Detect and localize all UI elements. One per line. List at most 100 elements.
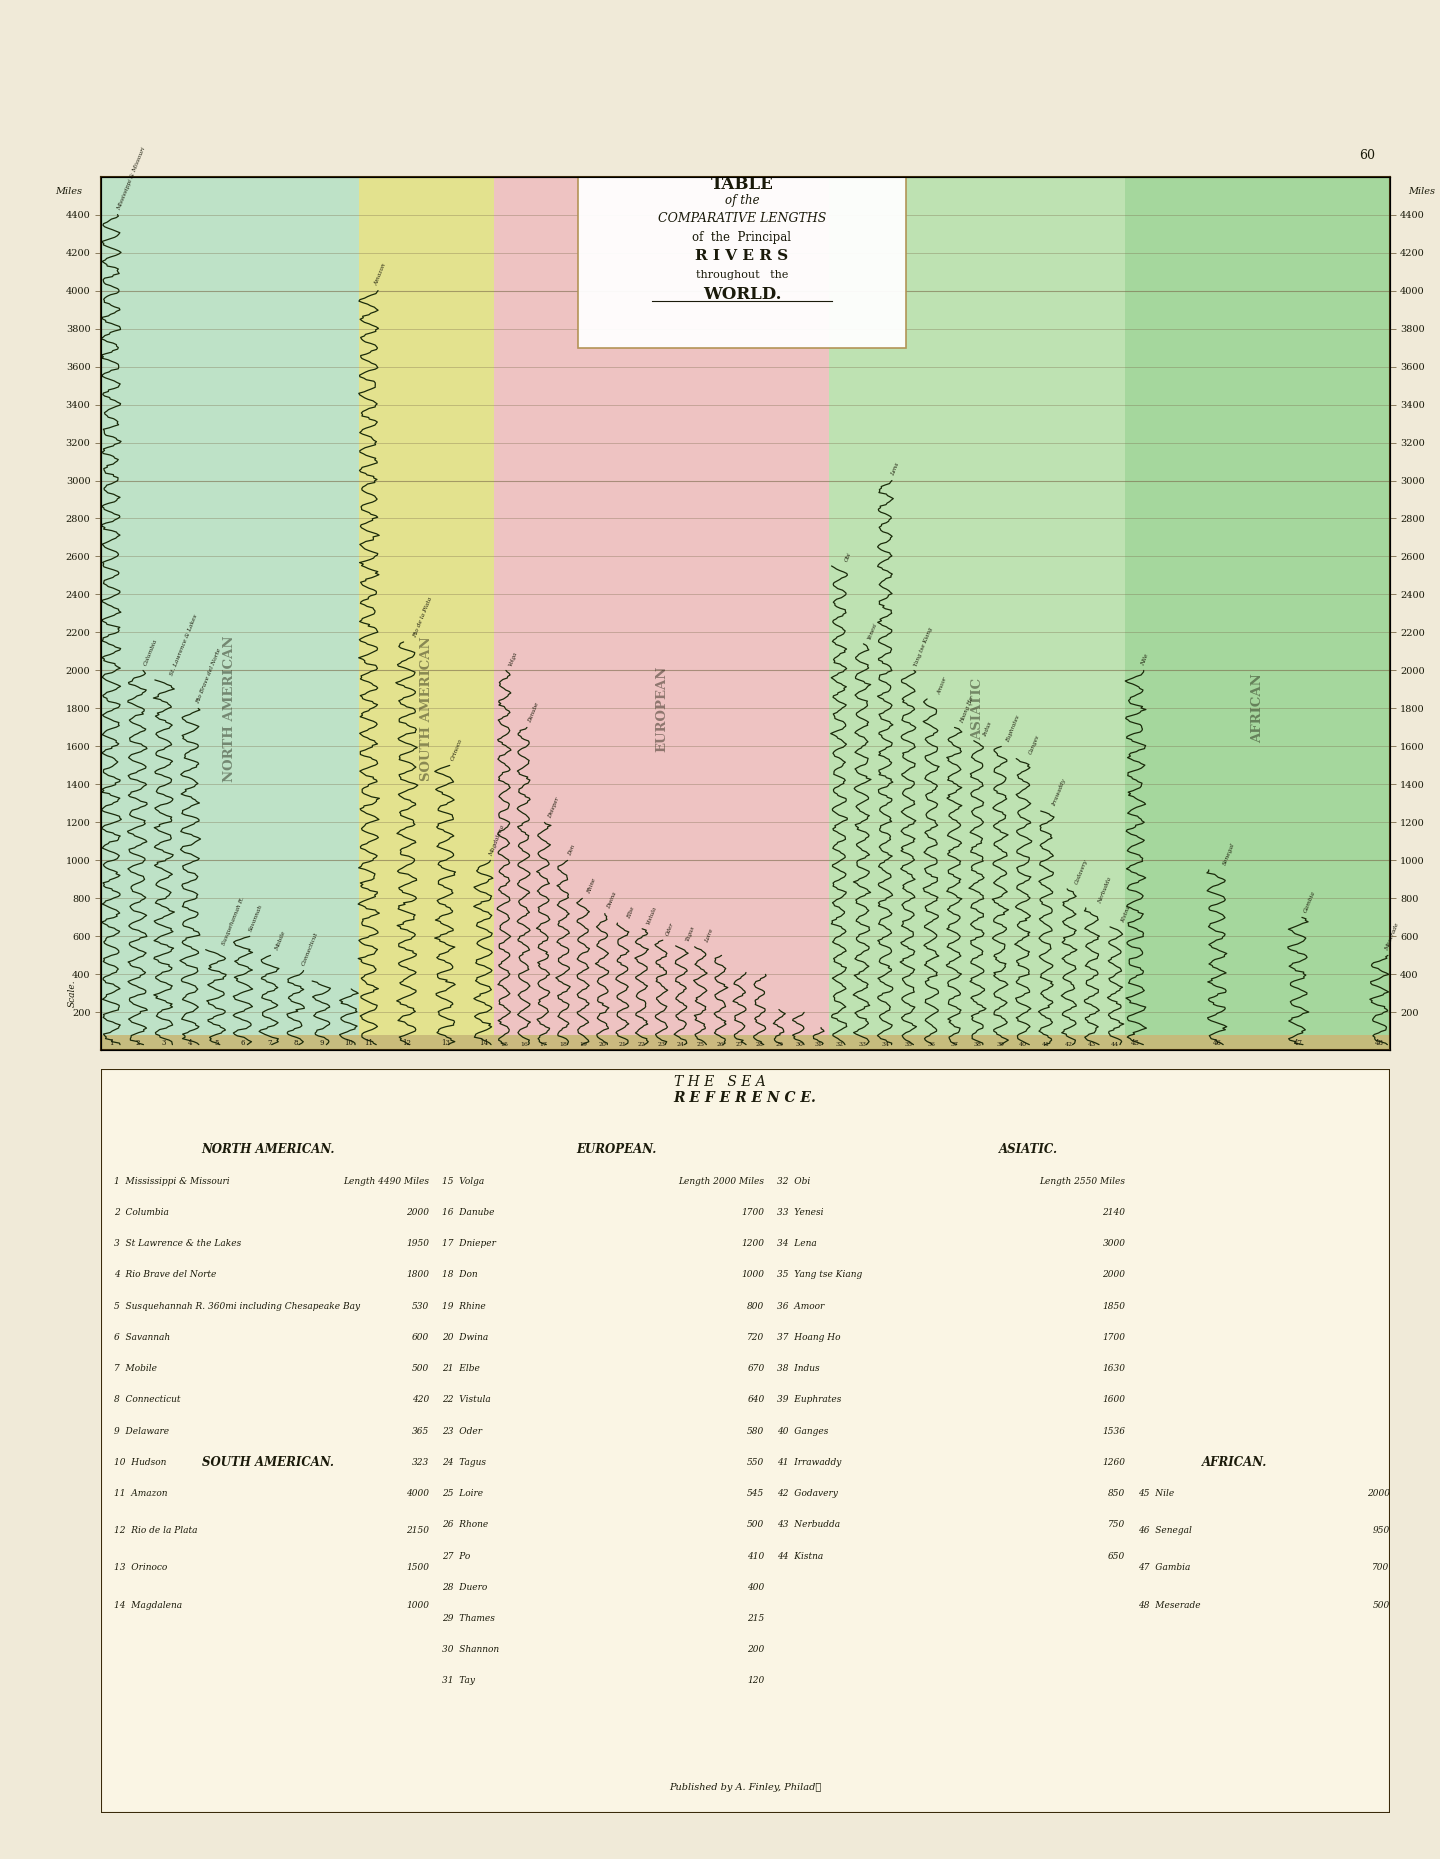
Text: 1600: 1600 — [1103, 1396, 1126, 1404]
Text: 28: 28 — [756, 1041, 763, 1047]
Text: 530: 530 — [412, 1301, 429, 1311]
Text: Ganges: Ganges — [1028, 734, 1041, 755]
Text: 23  Oder: 23 Oder — [442, 1426, 482, 1435]
Text: 22  Vistula: 22 Vistula — [442, 1396, 491, 1404]
Text: Hoang Ho: Hoang Ho — [959, 695, 975, 723]
Text: R I V E R S: R I V E R S — [696, 249, 789, 264]
Text: Euphrates: Euphrates — [1005, 714, 1021, 742]
Text: 750: 750 — [1109, 1521, 1126, 1530]
Text: 47: 47 — [1293, 1039, 1303, 1047]
Text: 1: 1 — [109, 1039, 114, 1047]
Text: 365: 365 — [412, 1426, 429, 1435]
Text: EUROPEAN: EUROPEAN — [655, 666, 668, 751]
Text: Elbe: Elbe — [626, 905, 635, 920]
Text: 37  Hoang Ho: 37 Hoang Ho — [778, 1333, 841, 1342]
Text: Dnieper: Dnieper — [547, 796, 560, 818]
Text: Godavery: Godavery — [1074, 859, 1089, 885]
Text: 18  Don: 18 Don — [442, 1270, 478, 1279]
Text: 400: 400 — [747, 1582, 765, 1591]
Text: 24  Tagus: 24 Tagus — [442, 1457, 487, 1467]
Text: 323: 323 — [412, 1457, 429, 1467]
Text: 12: 12 — [403, 1039, 412, 1047]
Text: 215: 215 — [747, 1614, 765, 1623]
Text: 40  Ganges: 40 Ganges — [778, 1426, 829, 1435]
Text: 1630: 1630 — [1103, 1365, 1126, 1374]
Text: 47  Gambia: 47 Gambia — [1138, 1563, 1191, 1573]
Text: SOUTH AMERICAN: SOUTH AMERICAN — [419, 636, 433, 781]
Text: 1950: 1950 — [406, 1240, 429, 1247]
Text: 2000: 2000 — [406, 1208, 429, 1218]
Text: Rhine: Rhine — [586, 877, 598, 894]
Text: Obi: Obi — [844, 552, 852, 561]
Text: ASIATIC: ASIATIC — [971, 677, 984, 740]
Text: Connecticut: Connecticut — [301, 931, 318, 967]
Text: throughout   the: throughout the — [696, 270, 788, 281]
Text: WORLD.: WORLD. — [703, 286, 782, 303]
Text: Mississippi & Missouri: Mississippi & Missouri — [117, 147, 147, 210]
Text: 13  Orinoco: 13 Orinoco — [114, 1563, 167, 1573]
Text: Kistna: Kistna — [1120, 905, 1132, 924]
Text: 24: 24 — [677, 1041, 685, 1047]
Text: 5: 5 — [215, 1039, 219, 1047]
Text: 2: 2 — [135, 1039, 140, 1047]
Text: NORTH AMERICAN: NORTH AMERICAN — [223, 636, 236, 781]
Text: 545: 545 — [747, 1489, 765, 1498]
Text: 3000: 3000 — [1103, 1240, 1126, 1247]
Text: ASIATIC.: ASIATIC. — [999, 1143, 1058, 1156]
Text: 420: 420 — [412, 1396, 429, 1404]
Text: 9: 9 — [320, 1039, 324, 1047]
Text: 18: 18 — [559, 1041, 567, 1047]
Text: 16: 16 — [520, 1041, 528, 1047]
Text: 8  Connecticut: 8 Connecticut — [114, 1396, 180, 1404]
Text: 120: 120 — [747, 1677, 765, 1686]
Text: 1  Mississippi & Missouri: 1 Mississippi & Missouri — [114, 1177, 229, 1186]
Text: 44  Kistna: 44 Kistna — [778, 1552, 824, 1560]
Text: Danube: Danube — [527, 703, 540, 723]
Text: 31: 31 — [815, 1041, 822, 1047]
Text: Meserade: Meserade — [1384, 922, 1400, 952]
Text: 22: 22 — [638, 1041, 645, 1047]
Text: of the: of the — [724, 193, 759, 206]
Text: 30: 30 — [795, 1041, 804, 1047]
Text: 7  Mobile: 7 Mobile — [114, 1365, 157, 1374]
Text: 10  Hudson: 10 Hudson — [114, 1457, 166, 1467]
Text: 500: 500 — [1372, 1601, 1390, 1610]
Text: 5  Susquehannah R. 360mi including Chesapeake Bay: 5 Susquehannah R. 360mi including Chesap… — [114, 1301, 360, 1311]
Text: 20: 20 — [599, 1041, 606, 1047]
Text: Rio de la Plata: Rio de la Plata — [412, 597, 433, 638]
Text: 34  Lena: 34 Lena — [778, 1240, 816, 1247]
Text: 43: 43 — [1089, 1041, 1096, 1047]
Text: Irrawaddy: Irrawaddy — [1051, 779, 1067, 807]
Text: 21  Elbe: 21 Elbe — [442, 1365, 480, 1374]
Text: Orinoco: Orinoco — [451, 738, 464, 762]
Text: 200: 200 — [747, 1645, 765, 1655]
Text: 26  Rhone: 26 Rhone — [442, 1521, 488, 1530]
Text: 42: 42 — [1066, 1041, 1073, 1047]
Text: 17: 17 — [540, 1041, 547, 1047]
Text: COMPARATIVE LENGTHS: COMPARATIVE LENGTHS — [658, 212, 827, 225]
Bar — [829, 177, 1126, 1050]
Text: Oder: Oder — [665, 922, 675, 937]
Text: 12  Rio de la Plata: 12 Rio de la Plata — [114, 1526, 197, 1536]
Text: 4000: 4000 — [406, 1489, 429, 1498]
Text: 38: 38 — [973, 1041, 981, 1047]
Text: Lena: Lena — [890, 463, 900, 476]
Text: 850: 850 — [1109, 1489, 1126, 1498]
Text: 46: 46 — [1212, 1039, 1221, 1047]
Text: 1536: 1536 — [1103, 1426, 1126, 1435]
Text: Miles: Miles — [1408, 186, 1436, 195]
Text: Amoor: Amoor — [936, 677, 948, 695]
Text: 45  Nile: 45 Nile — [1138, 1489, 1175, 1498]
Text: 14  Magdalena: 14 Magdalena — [114, 1601, 181, 1610]
Text: 580: 580 — [747, 1426, 765, 1435]
Text: Scale.: Scale. — [68, 980, 76, 1008]
Text: 2  Columbia: 2 Columbia — [114, 1208, 168, 1218]
Text: 48  Meserade: 48 Meserade — [1138, 1601, 1201, 1610]
Text: of  the  Principal: of the Principal — [693, 231, 792, 244]
Text: Yenesi: Yenesi — [867, 621, 878, 639]
Text: 45: 45 — [1132, 1039, 1140, 1047]
Text: Length 2000 Miles: Length 2000 Miles — [678, 1177, 765, 1186]
Text: 1260: 1260 — [1103, 1457, 1126, 1467]
Text: 21: 21 — [618, 1041, 626, 1047]
Text: 34: 34 — [881, 1041, 890, 1047]
